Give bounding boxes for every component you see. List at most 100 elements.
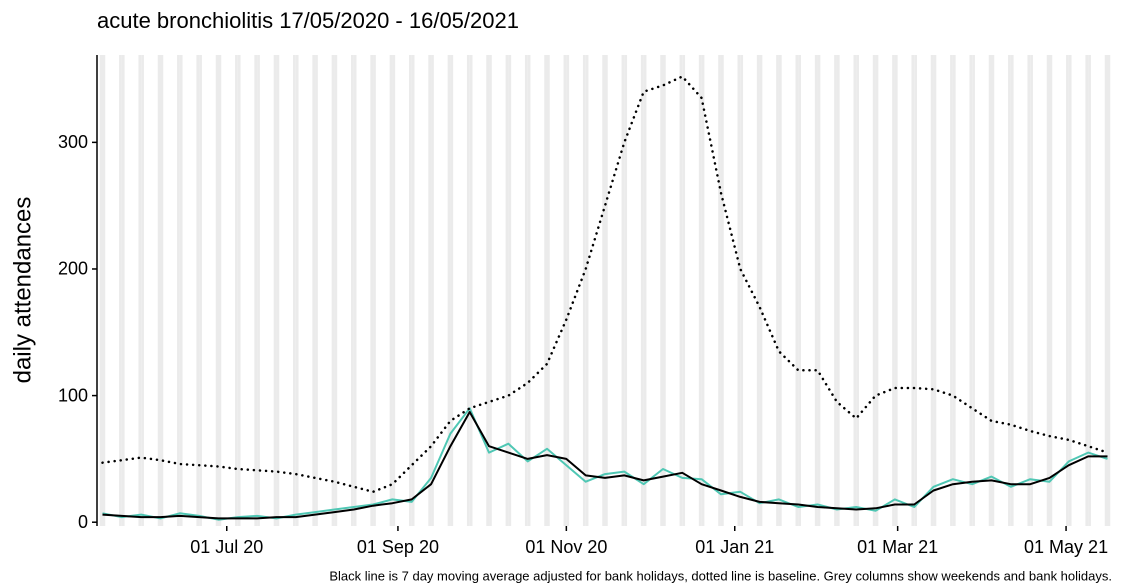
weekend-column bbox=[969, 55, 973, 526]
weekend-column bbox=[334, 55, 338, 526]
weekend-column bbox=[370, 55, 374, 526]
x-tick-label: 01 Jan 21 bbox=[695, 537, 774, 557]
weekend-column bbox=[776, 55, 779, 526]
weekend-column bbox=[795, 55, 799, 526]
weekend-column bbox=[524, 55, 528, 526]
weekend-column bbox=[1008, 55, 1011, 526]
weekend-column bbox=[720, 55, 724, 526]
weekend-column bbox=[853, 55, 857, 526]
weekend-column bbox=[486, 55, 490, 526]
x-tick-label: 01 May 21 bbox=[1024, 537, 1108, 557]
weekend-column bbox=[119, 55, 122, 526]
caption: Black line is 7 day moving average adjus… bbox=[329, 568, 1112, 583]
weekend-column bbox=[489, 55, 492, 526]
weekend-column bbox=[952, 55, 956, 526]
weekend-column bbox=[930, 55, 934, 526]
weekend-column bbox=[469, 55, 473, 526]
weekend-column bbox=[138, 55, 142, 526]
weekend-column bbox=[237, 55, 241, 526]
weekend-column bbox=[834, 55, 837, 526]
weekend-column bbox=[1030, 55, 1033, 526]
weekend-column bbox=[273, 55, 277, 526]
weekend-column bbox=[353, 55, 357, 526]
weekend-column bbox=[331, 55, 335, 526]
weekend-column bbox=[121, 55, 125, 526]
y-tick-label: 200 bbox=[58, 259, 88, 279]
x-tick-label: 01 Jul 20 bbox=[190, 537, 263, 557]
weekend-column bbox=[235, 55, 238, 526]
weekend-column bbox=[605, 55, 608, 526]
weekend-column bbox=[798, 55, 802, 526]
weekend-column bbox=[508, 55, 512, 526]
weekend-column bbox=[1104, 55, 1108, 526]
weekend-column bbox=[817, 55, 821, 526]
weekend-column bbox=[911, 55, 915, 526]
weekend-column bbox=[991, 55, 995, 526]
weekend-column bbox=[582, 55, 586, 526]
weekend-column bbox=[1085, 55, 1089, 526]
weekend-column bbox=[872, 55, 876, 526]
weekend-column bbox=[894, 55, 898, 526]
y-tick-label: 300 bbox=[58, 132, 88, 152]
weekend-column bbox=[1010, 55, 1014, 526]
weekend-column bbox=[737, 55, 741, 526]
weekend-column bbox=[1066, 55, 1069, 526]
weekend-column bbox=[892, 55, 895, 526]
series-line bbox=[102, 411, 1108, 520]
weekend-column bbox=[836, 55, 840, 526]
weekend-column bbox=[1049, 55, 1053, 526]
weekend-column bbox=[640, 55, 644, 526]
weekend-column bbox=[99, 55, 103, 526]
weekend-column bbox=[662, 55, 666, 526]
weekend-column bbox=[740, 55, 744, 526]
weekend-column bbox=[621, 55, 625, 526]
weekend-column bbox=[141, 55, 144, 526]
weekend-column bbox=[276, 55, 280, 526]
weekend-column bbox=[814, 55, 818, 526]
weekend-column bbox=[718, 55, 721, 526]
weekend-column bbox=[179, 55, 183, 526]
weekend-column bbox=[856, 55, 859, 526]
weekend-column bbox=[218, 55, 222, 526]
weekend-column bbox=[254, 55, 258, 526]
weekend-column bbox=[450, 55, 454, 526]
weekend-column bbox=[1088, 55, 1091, 526]
weekend-column bbox=[466, 55, 470, 526]
weekend-column bbox=[933, 55, 937, 526]
weekend-column bbox=[701, 55, 705, 526]
weekend-column bbox=[566, 55, 570, 526]
weekend-column bbox=[505, 55, 509, 526]
weekend-column bbox=[196, 55, 200, 526]
weekend-column bbox=[950, 55, 953, 526]
y-axis-label: daily attendances bbox=[9, 197, 36, 384]
weekend-column bbox=[199, 55, 202, 526]
weekend-column bbox=[431, 55, 434, 526]
weekend-column bbox=[295, 55, 299, 526]
weekend-column bbox=[257, 55, 260, 526]
chart-title: acute bronchiolitis 17/05/2020 - 16/05/2… bbox=[97, 8, 519, 33]
weekend-column bbox=[315, 55, 318, 526]
weekend-column bbox=[373, 55, 376, 526]
weekend-column bbox=[602, 55, 605, 526]
weekend-column bbox=[972, 55, 975, 526]
weekend-column bbox=[1068, 55, 1072, 526]
weekend-column bbox=[914, 55, 917, 526]
weekend-column bbox=[408, 55, 412, 526]
weekend-column bbox=[293, 55, 296, 526]
weekend-column bbox=[157, 55, 161, 526]
weekend-column bbox=[660, 55, 663, 526]
weekend-column bbox=[389, 55, 393, 526]
weekend-column bbox=[447, 55, 451, 526]
weekend-column bbox=[428, 55, 432, 526]
weekend-column bbox=[102, 55, 106, 526]
weekend-column bbox=[527, 55, 531, 526]
weekend-columns bbox=[99, 55, 1111, 526]
x-tick-label: 01 Nov 20 bbox=[525, 537, 607, 557]
weekend-column bbox=[875, 55, 879, 526]
y-tick-label: 100 bbox=[58, 385, 88, 405]
weekend-column bbox=[679, 55, 683, 526]
weekend-column bbox=[392, 55, 396, 526]
plot-area bbox=[101, 75, 1109, 521]
weekend-column bbox=[759, 55, 763, 526]
